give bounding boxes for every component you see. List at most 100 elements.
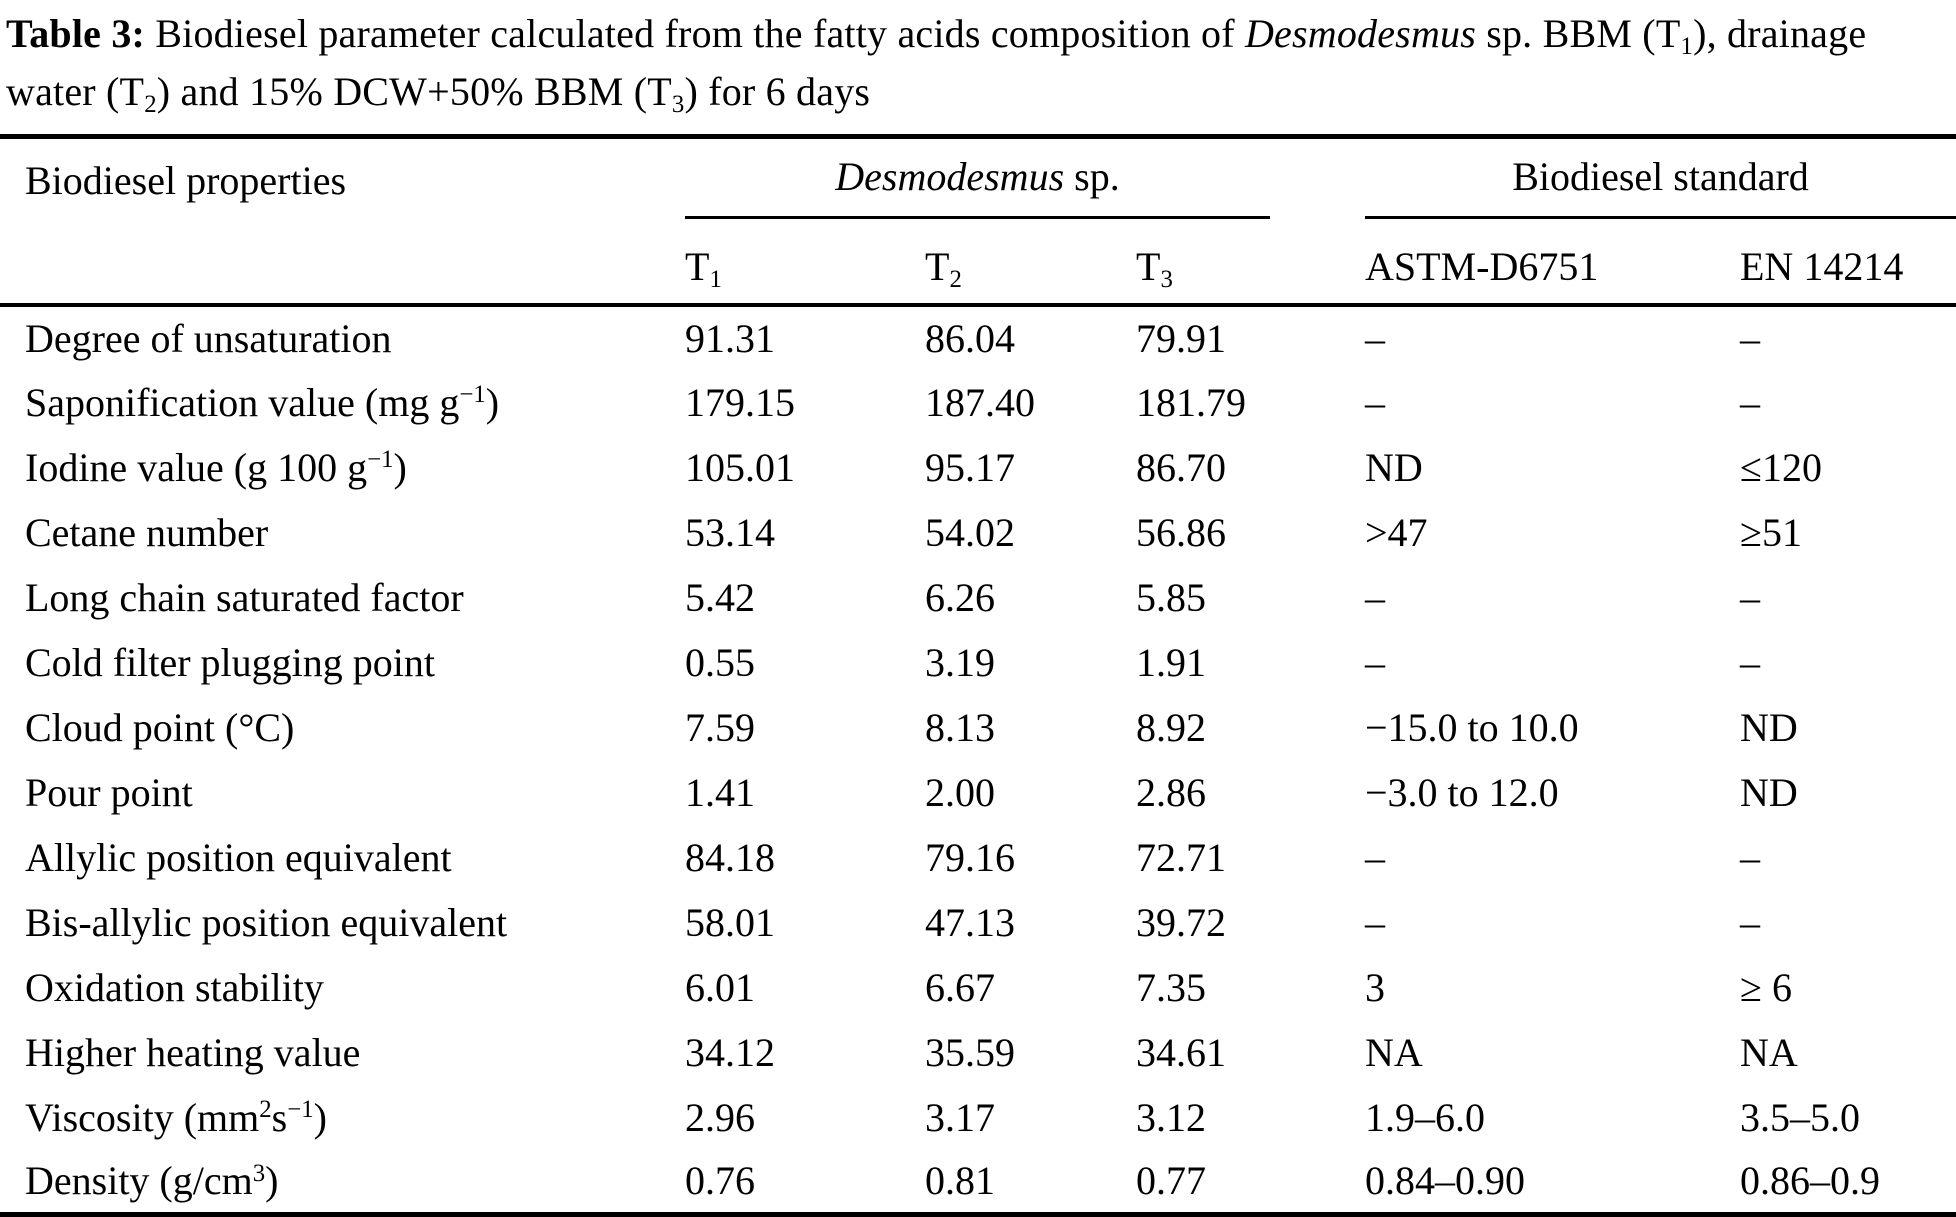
property-label: Cloud point (°C)	[25, 704, 295, 750]
table-row: Cold filter plugging point 0.55 3.19 1.9…	[0, 630, 1956, 695]
value-t3: 39.72	[1136, 899, 1226, 945]
value-astm: NA	[1365, 1029, 1423, 1075]
value-t2: 8.13	[925, 704, 995, 750]
value-en: –	[1740, 315, 1760, 361]
table-row: Cetane number 53.14 54.02 56.86 >47 ≥51	[0, 500, 1956, 565]
value-t2: 86.04	[925, 315, 1015, 361]
value-t2: 35.59	[925, 1029, 1015, 1075]
property-label: Bis-allylic position equivalent	[25, 899, 508, 945]
value-en: –	[1740, 379, 1760, 425]
property-label: Cetane number	[25, 509, 269, 555]
value-t1: 179.15	[685, 379, 795, 425]
value-en: ND	[1740, 769, 1798, 815]
value-t1: 7.59	[685, 704, 755, 750]
group-header-species: Desmodesmus sp.	[685, 137, 1365, 225]
table-row: Saponification value (mg g−1) 179.15 187…	[0, 370, 1956, 435]
value-t2: 187.40	[925, 379, 1035, 425]
table-row: Viscosity (mm2s−1) 2.96 3.17 3.12 1.9–6.…	[0, 1085, 1956, 1150]
value-t2: 47.13	[925, 899, 1015, 945]
value-t3: 2.86	[1136, 769, 1206, 815]
value-en: ≥51	[1740, 509, 1802, 555]
value-astm: −15.0 to 10.0	[1365, 704, 1579, 750]
value-astm: 1.9–6.0	[1365, 1094, 1485, 1140]
table-row: Allylic position equivalent 84.18 79.16 …	[0, 825, 1956, 890]
value-t3: 34.61	[1136, 1029, 1226, 1075]
property-label: Allylic position equivalent	[25, 834, 452, 880]
value-t1: 91.31	[685, 315, 775, 361]
table-row: Degree of unsaturation 91.31 86.04 79.91…	[0, 305, 1956, 370]
value-t3: 79.91	[1136, 315, 1226, 361]
value-en: –	[1740, 834, 1760, 880]
property-label: Cold filter plugging point	[25, 639, 435, 685]
value-t3: 1.91	[1136, 639, 1206, 685]
value-en: NA	[1740, 1029, 1798, 1075]
value-t1: 34.12	[685, 1029, 775, 1075]
value-t1: 53.14	[685, 509, 775, 555]
property-label: Pour point	[25, 769, 193, 815]
biodiesel-parameters-table: Biodiesel properties Desmodesmus sp. Bio…	[0, 134, 1956, 1217]
value-t1: 5.42	[685, 574, 755, 620]
column-header-t1: T1	[685, 224, 925, 307]
column-header-astm: ASTM-D6751	[1365, 224, 1740, 307]
value-astm: ND	[1365, 444, 1423, 490]
species-name: Desmodesmus	[1244, 11, 1477, 56]
group-header-row: Biodiesel properties Desmodesmus sp. Bio…	[0, 136, 1956, 307]
value-astm: >47	[1365, 509, 1428, 555]
value-astm: –	[1365, 834, 1385, 880]
value-t2: 79.16	[925, 834, 1015, 880]
value-t2: 2.00	[925, 769, 995, 815]
value-en: 0.86–0.9	[1740, 1158, 1880, 1204]
value-t2: 0.81	[925, 1158, 995, 1204]
value-t1: 6.01	[685, 964, 755, 1010]
value-en: ND	[1740, 704, 1798, 750]
value-t3: 86.70	[1136, 444, 1226, 490]
table-row: Bis-allylic position equivalent 58.01 47…	[0, 890, 1956, 955]
value-t1: 1.41	[685, 769, 755, 815]
value-t1: 58.01	[685, 899, 775, 945]
column-header-en: EN 14214	[1740, 224, 1956, 307]
value-en: –	[1740, 639, 1760, 685]
property-label: Saponification value (mg g−1)	[25, 379, 500, 425]
value-t2: 3.17	[925, 1094, 995, 1140]
value-t1: 2.96	[685, 1094, 755, 1140]
value-t3: 181.79	[1136, 379, 1246, 425]
species-group-label: Desmodesmus sp.	[685, 153, 1270, 219]
value-en: ≤120	[1740, 444, 1822, 490]
table-row: Density (g/cm3) 0.76 0.81 0.77 0.84–0.90…	[0, 1150, 1956, 1215]
value-astm: –	[1365, 899, 1385, 945]
value-astm: –	[1365, 315, 1385, 361]
value-en: 3.5–5.0	[1740, 1094, 1860, 1140]
value-t1: 84.18	[685, 834, 775, 880]
group-header-standard: Biodiesel standard	[1365, 137, 1956, 225]
value-t3: 5.85	[1136, 574, 1206, 620]
property-label: Oxidation stability	[25, 964, 324, 1010]
value-t3: 3.12	[1136, 1094, 1206, 1140]
value-t1: 105.01	[685, 444, 795, 490]
property-label: Higher heating value	[25, 1029, 361, 1075]
column-header-t2: T2	[925, 224, 1136, 307]
value-en: –	[1740, 574, 1760, 620]
column-header-t3: T3	[1136, 224, 1365, 307]
value-t1: 0.76	[685, 1158, 755, 1204]
value-t2: 3.19	[925, 639, 995, 685]
standard-group-label: Biodiesel standard	[1365, 153, 1956, 219]
value-t2: 6.67	[925, 964, 995, 1010]
table-row: Pour point 1.41 2.00 2.86 −3.0 to 12.0 N…	[0, 760, 1956, 825]
table-row: Oxidation stability 6.01 6.67 7.35 3 ≥ 6	[0, 955, 1956, 1020]
property-label: Viscosity (mm2s−1)	[25, 1094, 327, 1140]
value-t1: 0.55	[685, 639, 755, 685]
value-astm: –	[1365, 379, 1385, 425]
table-caption: Table 3: Biodiesel parameter calculated …	[6, 11, 1867, 118]
column-header-properties: Biodiesel properties	[0, 136, 685, 307]
value-t3: 8.92	[1136, 704, 1206, 750]
value-t3: 56.86	[1136, 509, 1226, 555]
value-t2: 6.26	[925, 574, 995, 620]
value-t2: 95.17	[925, 444, 1015, 490]
value-t3: 0.77	[1136, 1158, 1206, 1204]
value-en: –	[1740, 899, 1760, 945]
table-row: Long chain saturated factor 5.42 6.26 5.…	[0, 565, 1956, 630]
table-row: Higher heating value 34.12 35.59 34.61 N…	[0, 1020, 1956, 1085]
property-label: Degree of unsaturation	[25, 315, 392, 361]
table-row: Iodine value (g 100 g−1) 105.01 95.17 86…	[0, 435, 1956, 500]
